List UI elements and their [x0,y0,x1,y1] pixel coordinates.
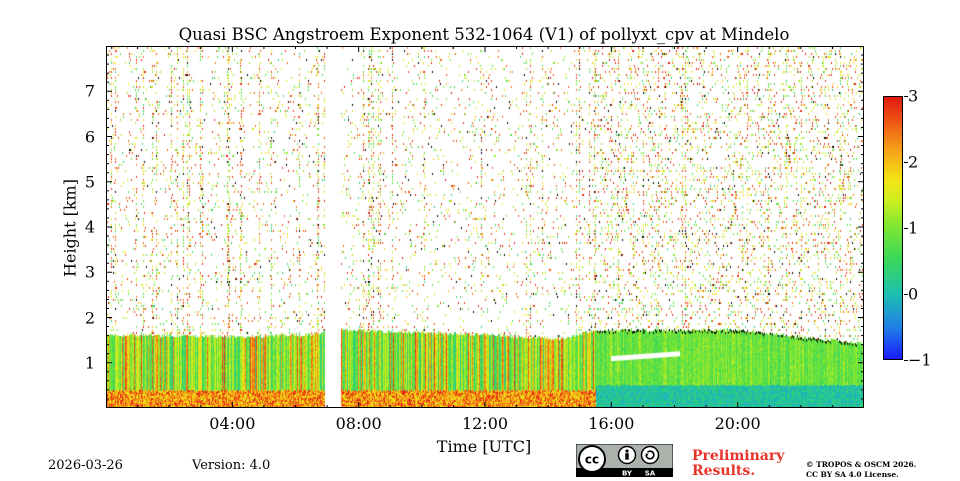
footer-version: Version: 4.0 [192,458,271,473]
colorbar [883,96,908,361]
colorbar-tick [904,228,908,229]
preliminary-line-2: Results. [692,463,756,479]
heatmap-canvas [107,47,863,407]
colorbar-tick [904,294,908,295]
y-tick-label: 1 [84,353,95,373]
y-tick-label: 4 [84,217,95,237]
cc-license-badge: cc BY SA [575,443,674,478]
colorbar-tick [904,96,908,97]
preliminary-results-note: Preliminary Results. [692,449,784,479]
y-tick-label: 7 [84,81,95,101]
x-tick-label: 16:00 [588,414,635,433]
x-tick-label: 12:00 [461,414,509,433]
colorbar-tick-label: 1 [908,218,919,238]
colorbar-tick-label: 0 [908,284,919,304]
y-tick-label: 2 [84,308,95,327]
cc-icon [578,445,606,473]
y-tick-label: 3 [84,262,95,282]
badge-by-text: BY [622,470,633,478]
x-tick-label: 04:00 [209,414,256,433]
y-tick-label: 6 [84,127,95,146]
svg-text:cc: cc [585,453,599,467]
colorbar-tick-label: 2 [908,152,919,172]
footer-date: 2026-03-26 [48,458,123,473]
colorbar-tick [904,360,908,361]
colorbar-tick [904,162,908,163]
y-tick-label: 5 [84,172,95,192]
colorbar-tick-label: 3 [908,86,919,106]
preliminary-line-1: Preliminary [692,448,785,464]
y-axis-label: Height [km] [60,179,80,277]
x-tick-label: 08:00 [335,414,382,433]
copyright-note: © TROPOS & OSCM 2026. CC BY SA 4.0 Licen… [806,460,916,480]
copyright-line-2: CC BY SA 4.0 License. [806,470,899,479]
x-axis-label: Time [UTC] [436,437,532,456]
badge-sa-text: SA [645,470,656,478]
plot-area [106,46,864,408]
chart-title: Quasi BSC Angstroem Exponent 532-1064 (V… [178,25,790,44]
copyright-line-1: © TROPOS & OSCM 2026. [806,460,917,469]
x-tick-label: 20:00 [714,414,761,433]
colorbar-tick-label: −1 [908,350,932,370]
share-alike-icon [640,445,660,465]
